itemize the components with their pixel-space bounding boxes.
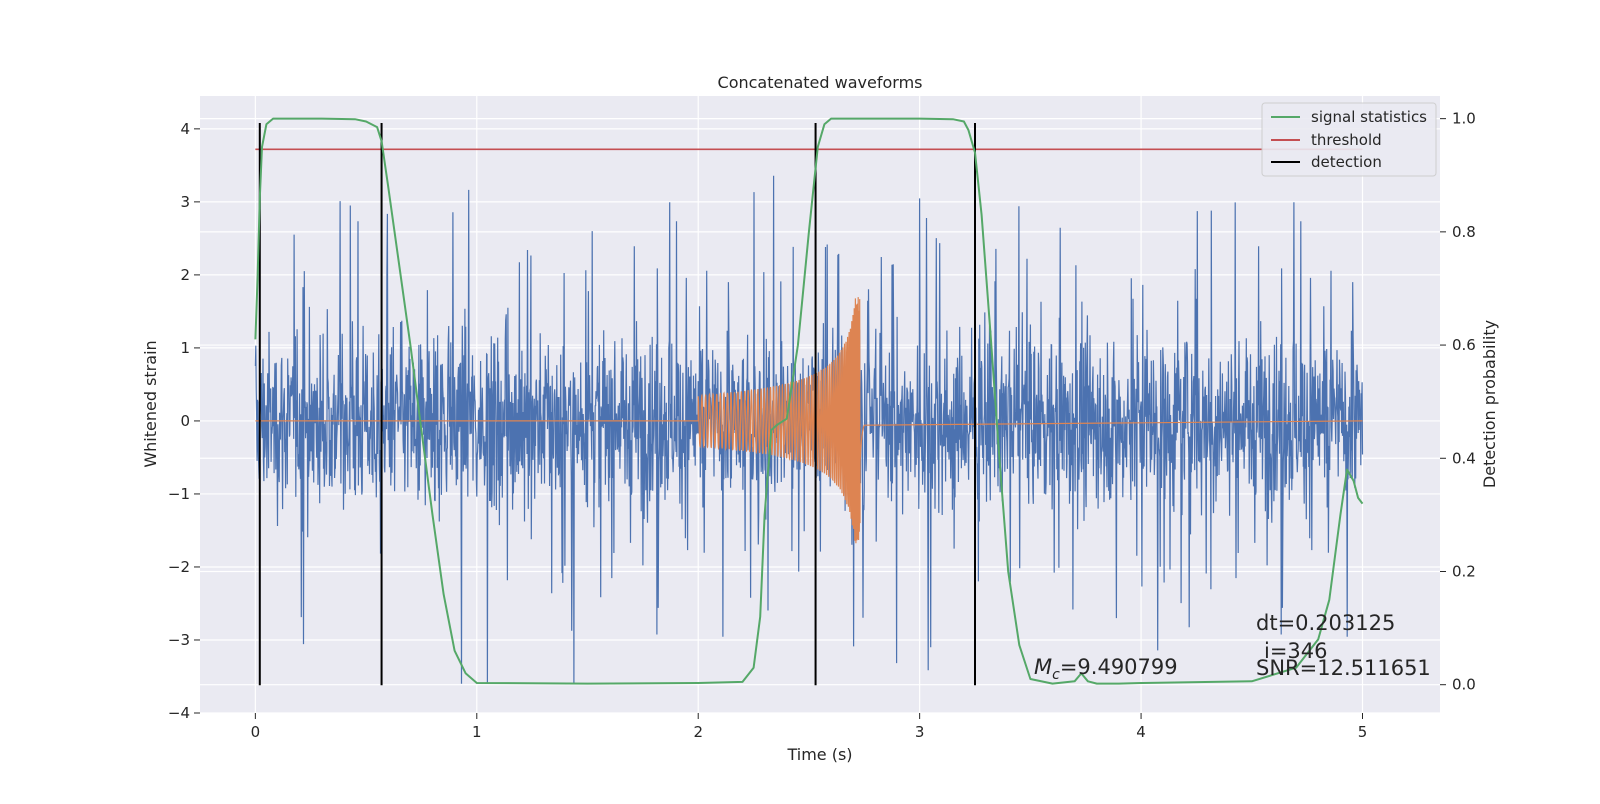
chart-title: Concatenated waveforms — [718, 73, 923, 92]
y-tick-label: −2 — [168, 558, 190, 576]
y-axis-title: Whitened strain — [141, 340, 160, 467]
chirp-mass-value: =9.490799 — [1060, 655, 1178, 679]
legend-detection-label: detection — [1311, 153, 1382, 171]
x-tick-label: 1 — [472, 723, 482, 741]
legend-signal-statistics-label: signal statistics — [1311, 108, 1427, 126]
y-tick-label: 3 — [180, 193, 190, 211]
y-right-tick-label: 0.8 — [1452, 223, 1476, 241]
y-tick-label: 4 — [180, 120, 190, 138]
signal-statistics-line — [254, 117, 1364, 685]
y-right-tick-label: 1.0 — [1452, 110, 1476, 128]
x-axis-title: Time (s) — [786, 745, 852, 764]
x-tick-label: 0 — [251, 723, 261, 741]
legend: signal statistics threshold detection — [1261, 102, 1437, 177]
x-tick-label: 4 — [1136, 723, 1146, 741]
legend-threshold-label: threshold — [1311, 131, 1382, 149]
chirp-mass-annotation: Mc=9.490799 — [1034, 655, 1178, 683]
signal-statistics-series — [254, 117, 1364, 685]
tick-layer: 0 1 2 3 4 5 −4 −3 −2 −1 0 1 2 3 4 0.0 0.2 0.4 0.6 0.8 1.0 — [168, 110, 1476, 741]
chirp-mass-subscript: c — [1052, 667, 1060, 683]
y-tick-label: 2 — [180, 266, 190, 284]
snr-annotation: SNR=12.511651 — [1256, 656, 1431, 680]
y-tick-label: 0 — [180, 412, 190, 430]
y-right-tick-label: 0.6 — [1452, 336, 1476, 354]
detection-series — [258, 123, 976, 686]
y-tick-label: −3 — [168, 631, 190, 649]
y-tick-label: −1 — [168, 485, 190, 503]
y-tick-label: −4 — [168, 704, 190, 722]
index-annotation: i=346 — [1264, 639, 1328, 663]
y-right-tick-label: 0.2 — [1452, 562, 1476, 580]
chirp-series — [255, 297, 1363, 544]
y-right-tick-label: 0.4 — [1452, 449, 1476, 467]
chirp-mass-symbol: M — [1034, 655, 1052, 679]
y-right-tick-label: 0.0 — [1452, 676, 1476, 694]
dt-annotation: dt=0.203125 — [1256, 611, 1395, 635]
legend-box — [1261, 102, 1437, 177]
y-right-axis-title: Detection probability — [1480, 320, 1499, 488]
x-tick-label: 3 — [915, 723, 925, 741]
x-tick-label: 2 — [693, 723, 703, 741]
x-tick-label: 5 — [1358, 723, 1368, 741]
y-tick-label: 1 — [180, 339, 190, 357]
chirp-line — [255, 297, 1363, 544]
